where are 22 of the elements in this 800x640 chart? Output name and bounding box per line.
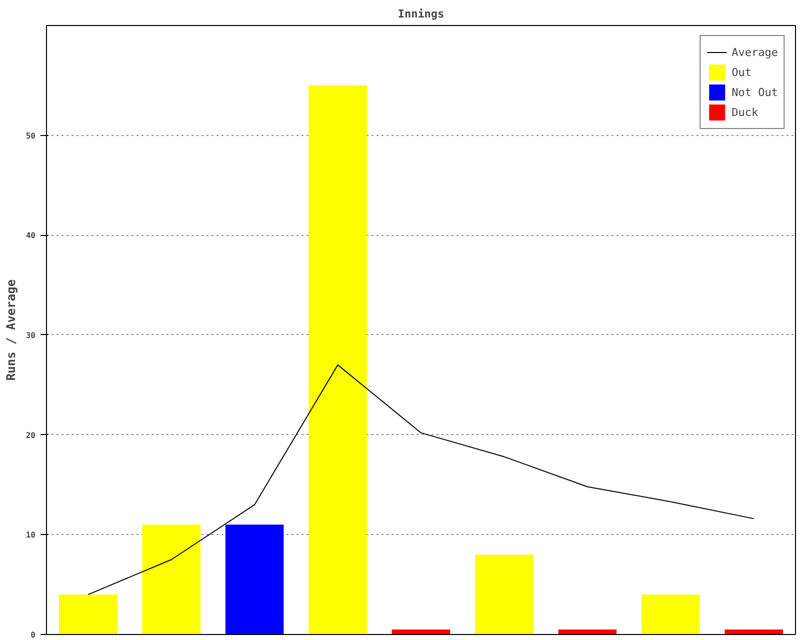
y-tick-label: 50	[26, 131, 36, 140]
legend-label: Out	[732, 66, 752, 78]
legend-label: Duck	[732, 106, 758, 118]
bar	[58, 594, 118, 634]
y-tick-label: 10	[26, 530, 36, 540]
y-tick-label: 20	[26, 430, 36, 440]
bar	[475, 554, 534, 634]
y-tick-label: 40	[26, 231, 36, 240]
line-series	[88, 364, 754, 596]
bar	[392, 630, 450, 634]
bar	[225, 524, 284, 634]
bar	[724, 630, 784, 634]
y-axis-title: Runs / Average	[4, 279, 18, 381]
y-tick-label: 0	[30, 630, 36, 640]
legend-label: Not Out	[732, 86, 778, 98]
legend-label: Average	[732, 46, 778, 58]
bar	[142, 524, 200, 634]
bar	[558, 630, 617, 634]
y-tick-label: 30	[26, 330, 36, 340]
chart-title: Innings	[398, 8, 444, 20]
bar	[308, 85, 367, 634]
bar	[642, 594, 700, 634]
